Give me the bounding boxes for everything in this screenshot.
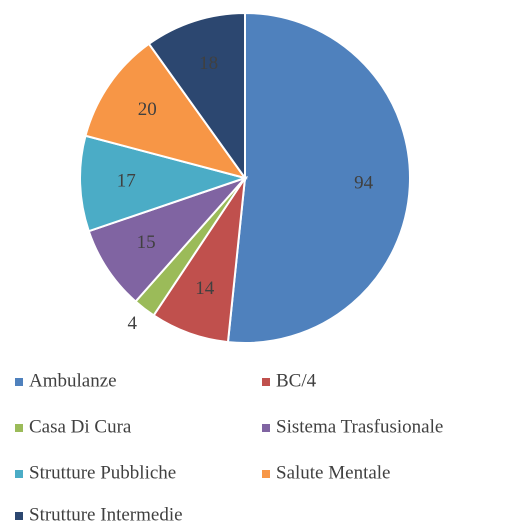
pie-slice	[84, 42, 248, 180]
data-label: 4	[128, 313, 138, 334]
pie-slice	[79, 134, 249, 233]
data-label: 17	[117, 170, 136, 191]
legend-swatch	[262, 378, 270, 386]
data-label: 18	[199, 53, 218, 74]
legend-swatch	[15, 512, 23, 520]
legend-label: BC/4	[276, 370, 317, 391]
legend-label: Strutture Intermedie	[29, 504, 183, 525]
data-label: 94	[354, 173, 374, 194]
legend-swatch	[15, 424, 23, 432]
legend-swatch	[15, 470, 23, 478]
pie-slice	[226, 11, 411, 344]
legend-label: Casa Di Cura	[29, 416, 132, 437]
data-label: 15	[137, 232, 156, 253]
data-label: 14	[195, 278, 215, 299]
legend-label: Ambulanze	[29, 370, 117, 391]
legend-swatch	[15, 378, 23, 386]
legend-swatch	[262, 470, 270, 478]
legend-label: Salute Mentale	[276, 462, 391, 483]
pie-slice	[147, 11, 246, 182]
data-label: 20	[138, 99, 157, 120]
legend-label: Sistema Trasfusionale	[276, 416, 443, 437]
legend-label: Strutture Pubbliche	[29, 462, 176, 483]
legend-swatch	[262, 424, 270, 432]
